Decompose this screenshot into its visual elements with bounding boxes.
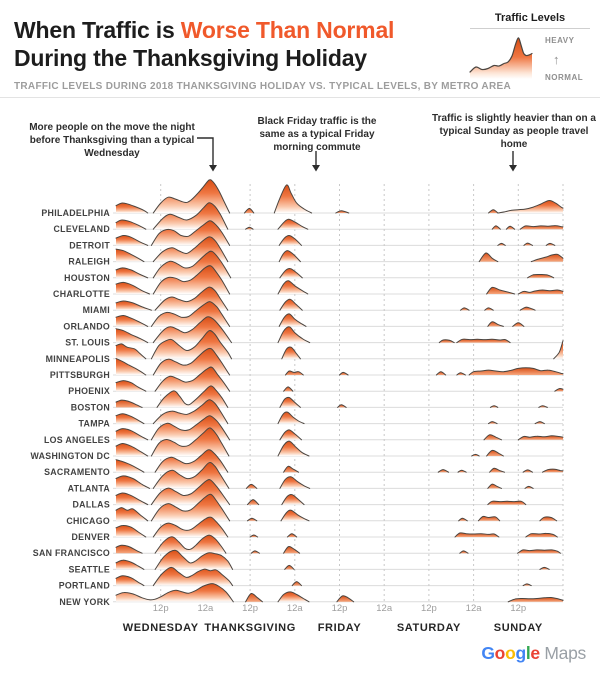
- city-label: TAMPA: [79, 419, 111, 429]
- ridge-row-phoenix: [115, 366, 564, 392]
- ridge-row-washington-dc: [115, 427, 504, 457]
- tick-label: 12p: [153, 603, 169, 614]
- ridge-row-seattle: [115, 549, 550, 570]
- ridge-row-san-francisco: [115, 534, 561, 554]
- time-tick-labels: 12p 12a 12p 12a 12p 12a 12p 12a 12p: [153, 603, 526, 614]
- legend-ridge-icon: [469, 37, 533, 79]
- city-label: RALEIGH: [68, 257, 110, 267]
- city-label: DALLAS: [73, 500, 110, 510]
- header-divider: [0, 97, 600, 98]
- legend-scale: HEAVY ↑ NORMAL: [545, 36, 583, 82]
- title-line-1: When Traffic is Worse Than Normal: [14, 16, 394, 44]
- annotation-arrows: [197, 137, 517, 172]
- title-highlight: Worse Than Normal: [180, 17, 395, 43]
- city-label: DENVER: [72, 532, 111, 542]
- tick-label: 12a: [466, 603, 483, 614]
- city-label: BOSTON: [71, 402, 110, 412]
- logo-letter: G: [481, 643, 495, 663]
- annotation-wednesday: More people on the move the night before…: [29, 122, 195, 159]
- logo-letter: e: [530, 643, 540, 663]
- city-label: DETROIT: [69, 240, 110, 250]
- tick-label: 12a: [376, 603, 393, 614]
- chart-subtitle: TRAFFIC LEVELS DURING 2018 THANKSGIVING …: [14, 81, 511, 92]
- legend-title: Traffic Levels: [494, 12, 566, 24]
- tick-label: 12p: [332, 603, 348, 614]
- city-label: CHICAGO: [66, 516, 110, 526]
- time-gridlines: [160, 184, 564, 603]
- logo-letter: g: [515, 643, 526, 663]
- city-label: PORTLAND: [59, 581, 110, 591]
- page-title: When Traffic is Worse Than Normal During…: [14, 16, 394, 72]
- day-label: SUNDAY: [494, 622, 543, 634]
- day-labels: WEDNESDAY THANKSGIVING FRIDAY SATURDAY SUNDA…: [123, 622, 543, 634]
- ridge-row-new-york: [115, 583, 564, 603]
- city-label: PHILADELPHIA: [41, 208, 110, 218]
- city-label: PHOENIX: [68, 386, 110, 396]
- traffic-levels-legend: Traffic Levels HEAVY ↑ NORMAL: [468, 12, 592, 82]
- city-label: ORLANDO: [63, 321, 110, 331]
- logo-letter: o: [505, 643, 516, 663]
- logo-letter: l: [525, 643, 531, 663]
- maps-wordmark: Maps: [539, 643, 586, 663]
- legend-heavy-label: HEAVY: [545, 36, 575, 45]
- ridge-row-orlando: [115, 301, 525, 327]
- ridge-row-denver: [115, 516, 558, 538]
- title-prefix: When Traffic is: [14, 17, 181, 43]
- legend-divider: [470, 28, 590, 29]
- city-label: HOUSTON: [64, 273, 110, 283]
- city-label: ST. LOUIS: [65, 338, 110, 348]
- google-wordmark: Google: [481, 643, 540, 663]
- day-label: SATURDAY: [397, 622, 461, 634]
- tick-label: 12p: [421, 603, 437, 614]
- day-label: WEDNESDAY: [123, 622, 199, 634]
- city-label: LOS ANGELES: [44, 435, 110, 445]
- city-label: PITTSBURGH: [50, 370, 110, 380]
- tick-label: 12p: [510, 603, 526, 614]
- city-labels: PHILADELPHIA CLEVELAND DETROIT RALEIGH HOUST…: [31, 208, 111, 607]
- city-label: SAN FRANCISCO: [33, 548, 110, 558]
- city-label: NEW YORK: [59, 597, 110, 607]
- ridge-row-boston: [115, 385, 548, 408]
- day-label: FRIDAY: [318, 622, 362, 634]
- tick-label: 12p: [242, 603, 258, 614]
- tick-label: 12a: [197, 603, 214, 614]
- city-label: SACRAMENTO: [44, 467, 110, 477]
- title-line-2: During the Thanksgiving Holiday: [14, 45, 367, 72]
- city-label: MINNEAPOLIS: [46, 354, 110, 364]
- ridge-row-portland: [115, 566, 532, 587]
- ridge-row-chicago: [115, 493, 558, 522]
- city-label: WASHINGTON DC: [31, 451, 111, 461]
- city-label: CHARLOTTE: [53, 289, 110, 299]
- annotation-sunday: Traffic is slightly heavier than on a ty…: [432, 113, 596, 150]
- legend-normal-label: NORMAL: [545, 73, 584, 82]
- day-label: THANKSGIVING: [204, 622, 296, 634]
- annotation-black-friday: Black Friday traffic is the same as a ty…: [257, 116, 377, 153]
- city-label: ATLANTA: [68, 483, 111, 493]
- up-arrow-icon: ↑: [553, 51, 560, 67]
- city-label: SEATTLE: [68, 564, 110, 574]
- city-label: MIAMI: [83, 305, 110, 315]
- google-maps-logo: Google Maps: [481, 643, 586, 664]
- city-label: CLEVELAND: [54, 224, 110, 234]
- tick-label: 12a: [287, 603, 304, 614]
- logo-letter: o: [494, 643, 506, 663]
